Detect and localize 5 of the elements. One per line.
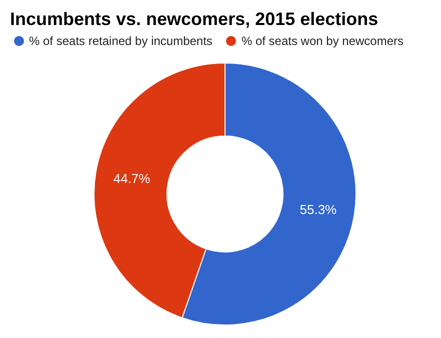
legend-label: % of seats retained by incumbents <box>29 34 212 48</box>
legend-label: % of seats won by newcomers <box>241 34 404 48</box>
data-label: 55.3% <box>300 202 338 218</box>
chart-title: Incumbents vs. newcomers, 2015 elections <box>9 8 380 31</box>
data-label: 44.7% <box>113 170 151 186</box>
